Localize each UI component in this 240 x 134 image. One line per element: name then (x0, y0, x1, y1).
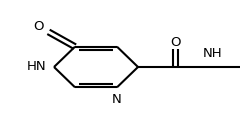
Text: O: O (170, 36, 180, 49)
Text: O: O (33, 20, 44, 33)
Text: NH: NH (203, 47, 222, 60)
Text: N: N (112, 93, 122, 106)
Text: HN: HN (27, 60, 47, 74)
